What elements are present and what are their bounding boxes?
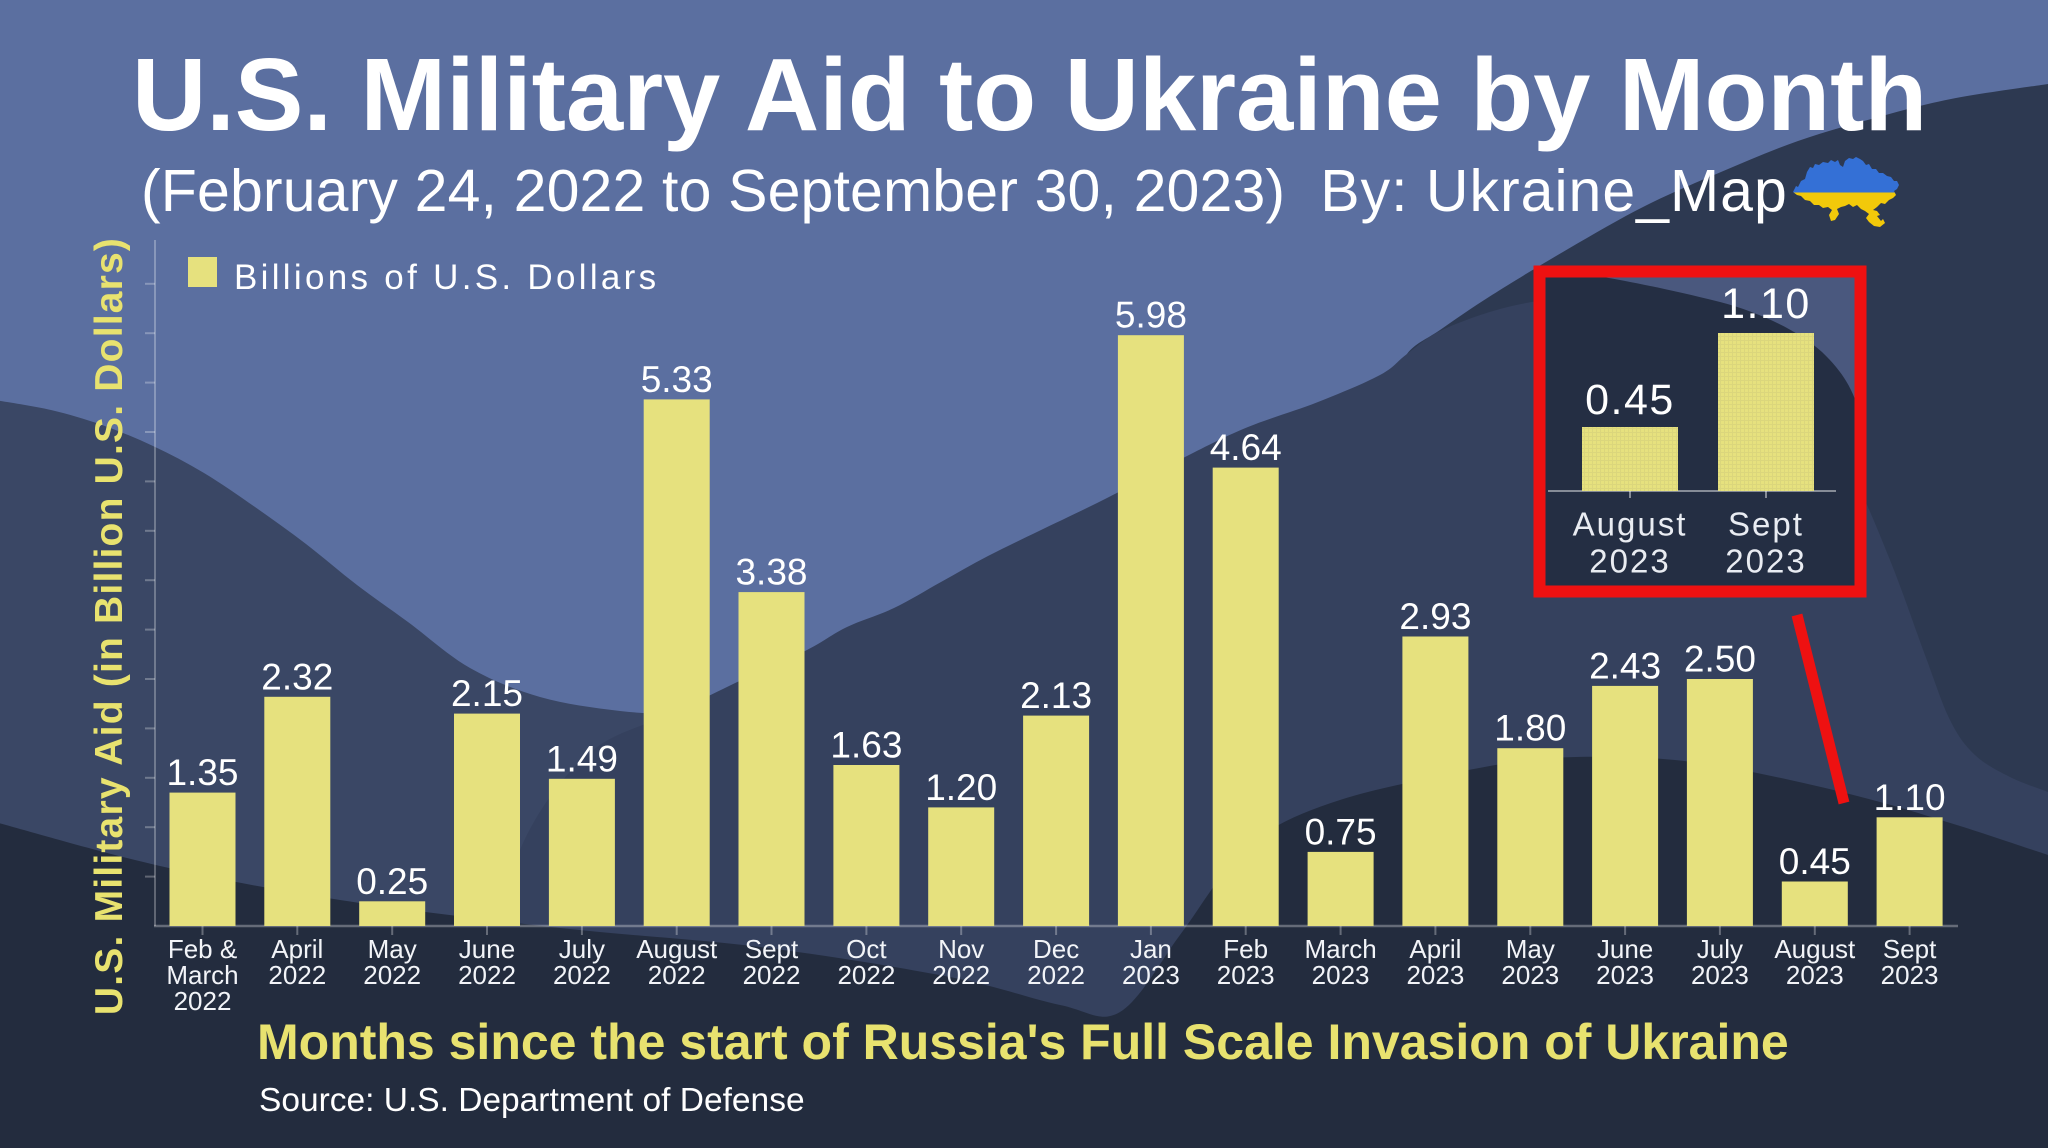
svg-text:1.35: 1.35 xyxy=(166,752,238,793)
svg-text:U.S. Military Aid to Ukraine b: U.S. Military Aid to Ukraine by Month xyxy=(132,37,1927,152)
svg-text:2.13: 2.13 xyxy=(1020,675,1092,716)
svg-text:1.20: 1.20 xyxy=(925,767,997,808)
svg-text:2.32: 2.32 xyxy=(261,656,333,697)
svg-text:1.80: 1.80 xyxy=(1494,708,1566,749)
svg-text:5.33: 5.33 xyxy=(641,359,713,400)
svg-text:1.10: 1.10 xyxy=(1721,280,1811,328)
svg-text:0.45: 0.45 xyxy=(1779,841,1851,882)
svg-text:2.50: 2.50 xyxy=(1684,639,1756,680)
svg-text:Billions of U.S. Dollars: Billions of U.S. Dollars xyxy=(234,258,659,297)
svg-text:Months since the start of Russ: Months since the start of Russia's Full … xyxy=(257,1014,1789,1070)
svg-text:1.63: 1.63 xyxy=(830,725,902,766)
svg-text:U.S. Military Aid (in Billion: U.S. Military Aid (in Billion U.S. Dolla… xyxy=(88,237,131,1015)
svg-text:4.64: 4.64 xyxy=(1210,427,1282,468)
svg-text:Source: U.S. Department of Def: Source: U.S. Department of Defense xyxy=(259,1082,805,1119)
svg-text:0.45: 0.45 xyxy=(1585,376,1675,424)
svg-text:1.10: 1.10 xyxy=(1874,777,1946,818)
svg-text:2.93: 2.93 xyxy=(1399,596,1471,637)
svg-text:(February 24, 2022 to Septembe: (February 24, 2022 to September 30, 2023… xyxy=(141,158,1788,224)
svg-text:3.38: 3.38 xyxy=(735,552,807,593)
svg-text:0.25: 0.25 xyxy=(356,861,428,902)
svg-text:0.75: 0.75 xyxy=(1305,811,1377,852)
svg-text:2.15: 2.15 xyxy=(451,673,523,714)
svg-text:1.49: 1.49 xyxy=(546,738,618,779)
svg-text:2.43: 2.43 xyxy=(1589,645,1661,686)
svg-text:5.98: 5.98 xyxy=(1115,295,1187,336)
